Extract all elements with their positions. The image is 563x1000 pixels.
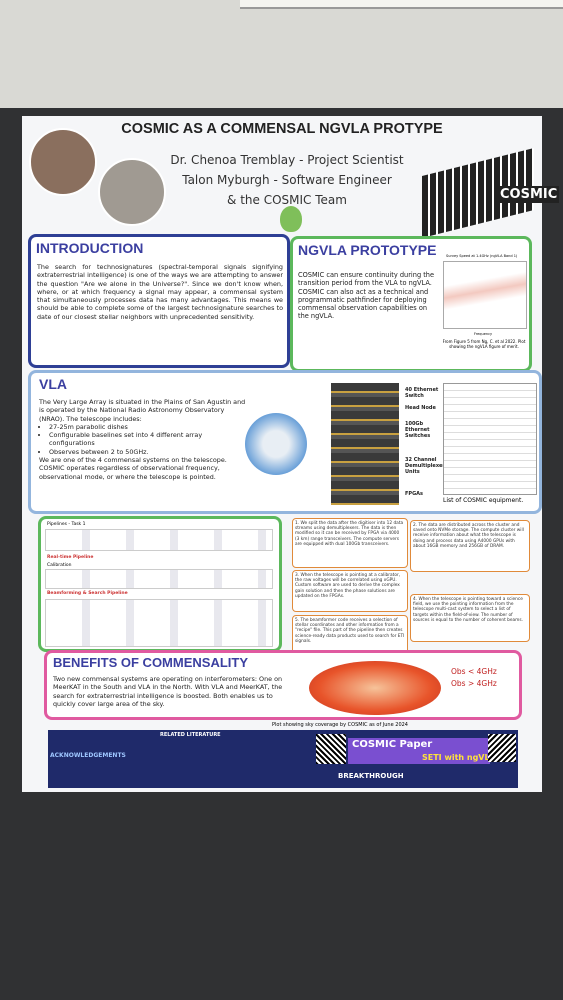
section: Real-time Pipeline: [47, 555, 94, 560]
bullets: 27-25m parabolic dishes Configurable bas…: [39, 423, 249, 456]
bullet: 27-25m parabolic dishes: [49, 423, 249, 431]
ngvla-box: NGVLA PROTOTYPE COSMIC can ensure contin…: [290, 236, 532, 372]
bullet: Configurable baselines set into 4 differ…: [49, 431, 249, 448]
label: 100Gb Ethernet Switches: [405, 421, 431, 439]
label: 32 Channel Demultiplexer Units: [405, 457, 445, 475]
dish-photo: [245, 413, 307, 475]
light: [240, 0, 563, 9]
literature: RELATED LITERATURE: [160, 732, 221, 738]
equipment-table: [443, 383, 537, 495]
author: Talon Myburgh - Software Engineer: [182, 173, 392, 187]
intro-box: INTRODUCTION The search for technosignat…: [28, 234, 290, 368]
flow-row: [45, 569, 273, 589]
vla-box: VLA The Very Large Array is situated in …: [28, 370, 542, 514]
text: Two new commensal systems are operating …: [53, 675, 283, 708]
heading: INTRODUCTION: [36, 240, 144, 256]
acknowledgements: ACKNOWLEDGEMENTS: [50, 752, 126, 759]
bullet: Observes between 2 to 50GHz.: [49, 448, 249, 456]
text: COSMIC can ensure continuity during the …: [298, 271, 435, 321]
text: The Very Large Array is situated in the …: [39, 398, 249, 481]
caption: List of COSMIC equipment.: [443, 497, 524, 504]
footer: RELATED LITERATURE ACKNOWLEDGEMENTS COSM…: [48, 730, 518, 788]
flow-row: [45, 599, 273, 647]
paper-band: [348, 738, 490, 764]
author: & the COSMIC Team: [227, 193, 347, 207]
pipeline-title: Pipelines - Task 1: [47, 522, 86, 527]
poster: COSMIC AS A COMMENSAL NGVLA PROTYPE Dr. …: [22, 116, 560, 792]
photo: [29, 128, 97, 196]
heading: VLA: [39, 376, 67, 392]
heading: BENEFITS OF COMMENSALITY: [53, 655, 248, 670]
photo: [98, 158, 166, 226]
label: FPGAs: [405, 491, 424, 497]
ceiling: [0, 0, 563, 110]
caption: From Figure 5 from Ng, C. et al 2022. Pl…: [442, 339, 526, 349]
alien-icon: [280, 206, 302, 232]
flow-row: [45, 529, 273, 551]
seti: SETI with ngVLA: [422, 753, 496, 762]
section: Beamforming & Search Pipeline: [47, 591, 128, 596]
authors: Dr. Chenoa Tremblay - Project Scientist …: [152, 150, 422, 210]
qr: [316, 734, 346, 764]
author: Dr. Chenoa Tremblay - Project Scientist: [170, 153, 404, 167]
sponsor: BREAKTHROUGH: [338, 772, 404, 780]
text: The search for technosignatures (spectra…: [37, 263, 283, 321]
label: 40 Ethernet Switch: [405, 387, 439, 399]
step: 1. We split the data after the digitiser…: [292, 518, 408, 568]
qr: [488, 734, 516, 762]
step: 2. The data are distributed across the c…: [410, 520, 530, 572]
legend: Obs > 4GHz: [451, 679, 497, 688]
heading: NGVLA PROTOTYPE: [298, 242, 437, 258]
benefits-box: BENEFITS OF COMMENSALITY Two new commens…: [44, 650, 522, 720]
pipeline-box: Pipelines - Task 1 Real-time Pipeline Ca…: [38, 516, 282, 652]
text: The Very Large Array is situated in the …: [39, 398, 246, 423]
sky-map: [309, 661, 441, 715]
step: 3. When the telescope is pointing at a c…: [292, 570, 408, 612]
paper: COSMIC Paper: [352, 739, 433, 750]
plot-xlabel: Frequency: [474, 332, 493, 336]
rack-photo: [331, 383, 399, 505]
label: Head Node: [405, 405, 436, 411]
logo: COSMIC: [498, 186, 560, 203]
section: Calibration: [47, 563, 72, 568]
plot: Survey Speed at 1.4GHz (ngVLA Band 1) Fr…: [443, 254, 527, 336]
plot-title: Survey Speed at 1.4GHz (ngVLA Band 1): [446, 254, 518, 258]
caption: Plot showing sky coverage by COSMIC as o…: [272, 722, 408, 728]
text: We are one of the 4 commensal systems on…: [39, 456, 227, 481]
step: 4. When the telescope is pointing toward…: [410, 594, 530, 642]
title: COSMIC AS A COMMENSAL NGVLA PROTYPE: [121, 121, 443, 137]
legend: Obs < 4GHz: [451, 667, 497, 676]
